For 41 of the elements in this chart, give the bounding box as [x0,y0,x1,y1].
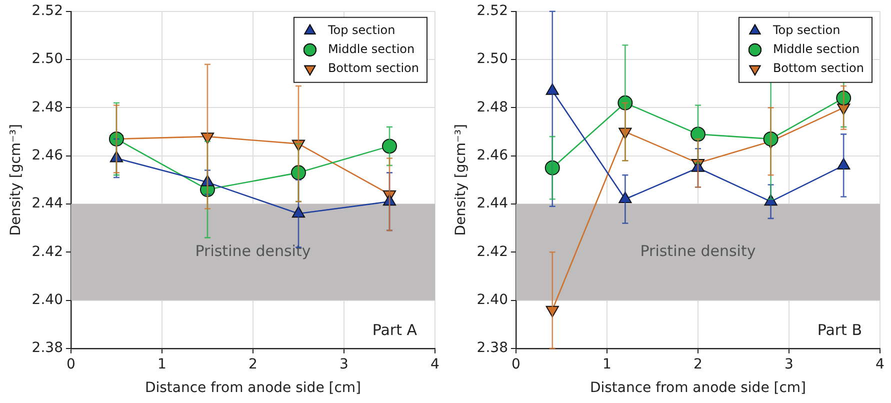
band-label: Pristine density [640,242,756,260]
y-axis-title: Density [gcm⁻³] [453,124,470,236]
y-axis-title: Density [gcm⁻³] [8,124,24,236]
y-tick-label: 2.50 [476,51,508,68]
y-tick-label: 2.44 [476,196,508,212]
y-tick-label: 2.46 [32,147,64,164]
legend-label: Top section [326,23,396,38]
y-tick-label: 2.42 [476,244,508,260]
x-axis-title: Distance from anode side [cm] [144,380,362,396]
x-tick-label: 0 [512,356,520,372]
y-tick-label: 2.52 [476,3,508,20]
y-tick-label: 2.38 [476,340,508,356]
y-tick-label: 2.42 [32,244,63,260]
y-tick-label: 2.40 [476,292,508,308]
annotation: Part B [817,320,862,339]
legend-label: Middle section [772,42,860,56]
y-tick-label: 2.38 [32,340,63,356]
y-tick-label: 2.44 [32,196,64,212]
y-tick-label: 2.40 [32,292,63,308]
y-tick-label: 2.48 [32,99,63,116]
legend-label: Middle section [328,42,415,56]
x-tick-label: 2 [694,356,702,372]
x-tick-label: 0 [66,356,76,372]
legend-label: Top section [772,23,840,38]
y-tick-label: 2.50 [32,51,63,68]
x-tick-label: 3 [340,356,348,372]
x-axis-title: Distance from anode side [cm] [590,380,806,396]
annotation: Part A [372,320,418,339]
x-tick-label: 2 [248,356,258,372]
x-tick-label: 4 [430,356,440,372]
x-tick-label: 1 [158,356,166,372]
legend-label: Bottom section [772,61,864,76]
point [836,90,852,106]
legend-label: Bottom section [328,61,420,76]
y-tick-label: 2.52 [32,3,63,20]
y-tick-label: 2.46 [476,147,508,164]
y-tick-label: 2.48 [476,99,508,116]
band-label: Pristine density [195,242,311,260]
x-tick-label: 4 [876,356,885,372]
x-tick-label: 1 [602,356,612,372]
x-tick-label: 3 [784,356,794,372]
